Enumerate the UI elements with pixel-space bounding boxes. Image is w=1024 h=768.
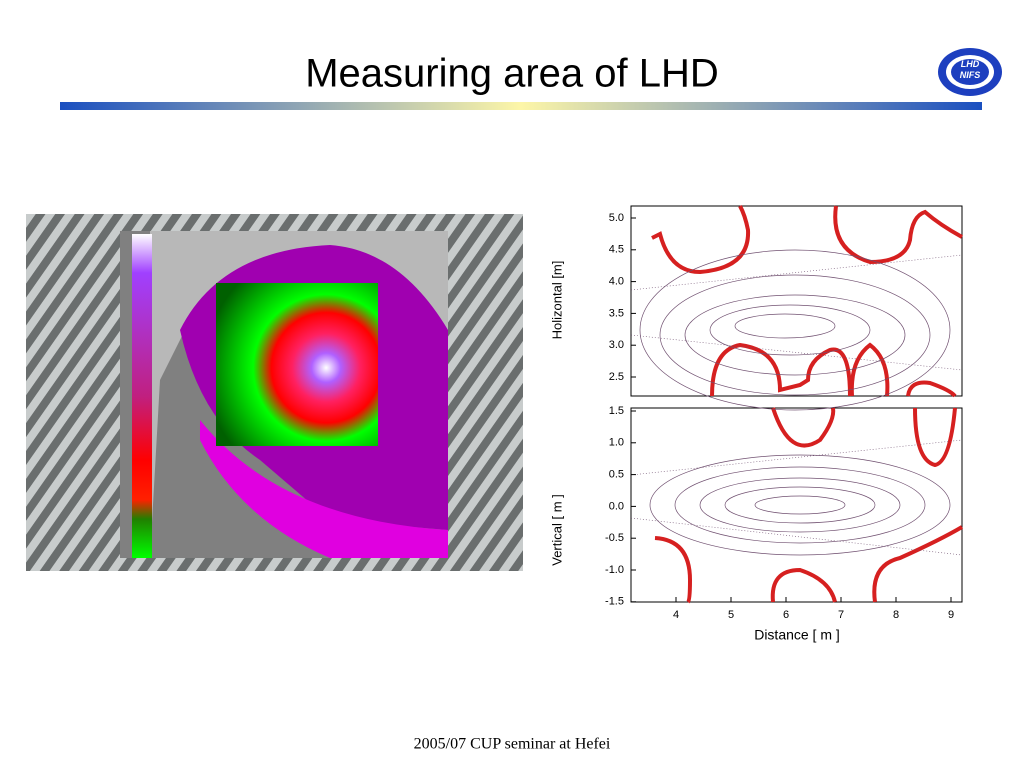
title: Measuring area of LHD [305,52,719,96]
y-tick-label: 1.0 [609,437,624,449]
y-tick-label: 3.0 [609,339,624,351]
y-tick-label: -0.5 [605,532,624,544]
x-tick-label: 9 [948,609,954,621]
x-tick-label: 6 [783,609,789,621]
y-tick-label: 3.5 [609,307,624,319]
y-axis-label: Vertical [ m ] [549,494,564,566]
x-tick-label: 7 [838,609,844,621]
x-axis-label: Distance [ m ] [754,627,840,643]
logo-text: LHD [961,59,980,69]
x-tick-label: 5 [728,609,734,621]
y-tick-label: -1.0 [605,564,624,576]
y-tick-label: 4.5 [609,244,624,256]
x-tick-label: 8 [893,609,899,621]
photo [26,214,523,571]
y-tick-label: 0.0 [609,500,624,512]
title-rule [60,102,982,110]
x-tick-label: 4 [673,609,679,621]
y-tick-label: -1.5 [605,596,624,608]
footer: 2005/07 CUP seminar at Hefei [414,736,611,753]
logo: LHD NIFS [938,48,1002,96]
y-tick-label: 1.5 [609,405,624,417]
y-tick-label: 0.5 [609,469,624,481]
plot-frames [630,205,964,604]
y-tick-label: 2.5 [609,371,624,383]
y-tick-label: 4.0 [609,276,624,288]
y-tick-label: 5.0 [609,212,624,224]
logo-text: NIFS [960,70,981,80]
y-axis-label: Holizontal [m] [549,261,564,340]
